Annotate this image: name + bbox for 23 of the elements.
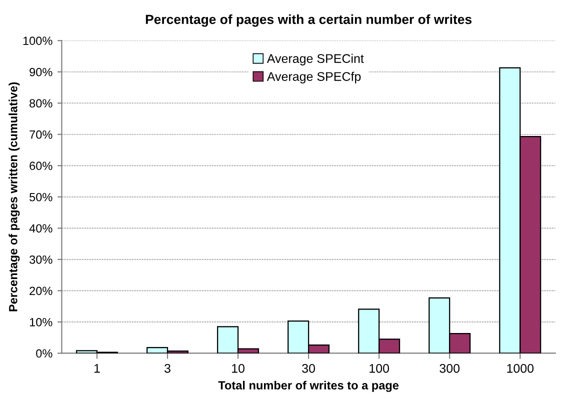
y-tick-label: 20% [30,286,52,296]
y-tick-label: 90% [30,68,52,76]
x-tick-label: 300 [440,364,460,373]
y-tick-label: 50% [30,192,52,202]
x-tick-label: 1000 [507,364,534,373]
legend-label: Average SPECint [266,54,364,66]
legend-label: Average SPECfp [266,72,361,84]
y-tick-label: 40% [29,224,52,233]
y-tick-label: 10% [30,318,52,326]
x-axis-title: Total number of writes to a page [218,380,399,392]
y-tick-label: 60% [30,162,52,170]
y-tick-label: 70% [30,130,52,139]
y-tick-label: 30% [30,255,52,264]
x-tick-label: 10 [232,364,244,373]
chart-title: Percentage of pages with a certain number of writes [146,14,472,27]
y-tick-label: 100% [23,36,52,45]
x-tick-label: 100 [370,364,390,373]
x-tick-label: 3 [164,364,170,373]
y-tick-label: 80% [30,99,52,108]
y-tick-label: 0% [36,349,52,358]
x-tick-label: 1 [94,364,100,373]
x-tick-label: 30 [302,364,316,373]
y-axis-title: Percentage of pages written (cumulative) [8,82,20,312]
